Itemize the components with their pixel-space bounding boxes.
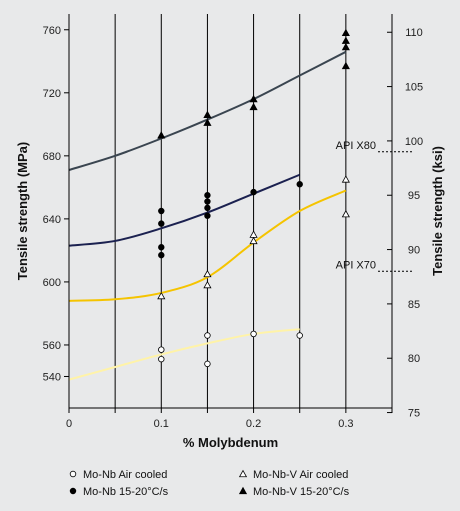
data-point <box>249 94 258 103</box>
data-point <box>204 192 211 199</box>
legend-label: Mo-Nb-V Air cooled <box>253 469 348 481</box>
data-point <box>250 330 257 338</box>
data-point <box>203 269 212 278</box>
data-points <box>157 28 350 368</box>
data-point <box>249 102 258 111</box>
y2-axis-title: Tensile strength (ksi) <box>430 146 445 276</box>
data-point <box>249 236 258 245</box>
data-point <box>341 36 350 44</box>
y-tick-label: 680 <box>43 151 61 163</box>
y2-tick-label: 80 <box>408 353 420 365</box>
y-tick-label: 600 <box>43 277 61 289</box>
data-point <box>158 251 165 259</box>
legend-marker <box>238 469 248 478</box>
data-point <box>157 291 166 300</box>
data-point <box>203 118 212 126</box>
legend-marker <box>69 470 77 478</box>
y-tick-label: 760 <box>43 25 61 37</box>
x-tick-label: 0.2 <box>246 418 261 430</box>
data-point <box>158 244 165 251</box>
x-tick-label: 0.1 <box>154 418 169 430</box>
y2-tick-label: 85 <box>408 299 420 311</box>
data-point <box>296 181 303 188</box>
legend-label: Mo-Nb 15-20°C/s <box>83 486 169 498</box>
legend-marker <box>238 486 248 495</box>
data-point <box>341 61 350 70</box>
data-point <box>249 230 258 238</box>
legend-label: Mo-Nb Air cooled <box>83 469 167 481</box>
y-tick-label: 540 <box>43 371 61 383</box>
data-point <box>250 188 257 196</box>
y-tick-label: 720 <box>43 88 61 100</box>
data-point <box>341 209 350 218</box>
y2-tick-label: 75 <box>408 408 420 420</box>
legend-label: Mo-Nb-V 15-20°C/s <box>253 486 350 498</box>
y2-tick-label: 110 <box>405 27 423 39</box>
data-point <box>204 360 211 368</box>
legend-marker <box>69 487 77 495</box>
data-point <box>296 332 303 339</box>
data-point <box>204 204 211 212</box>
data-point <box>204 332 211 339</box>
x-tick-label: 0 <box>66 418 72 430</box>
data-point <box>203 280 212 289</box>
y2-tick-label: 90 <box>408 245 420 257</box>
data-point <box>158 220 165 227</box>
annotations: API X80 API X70 <box>336 140 412 272</box>
y-tick-label: 640 <box>43 214 61 226</box>
data-point <box>204 198 211 205</box>
data-point <box>158 346 165 353</box>
y2-tick-label: 100 <box>405 136 423 148</box>
y-axis-title: Tensile strength (MPa) <box>15 142 30 280</box>
api-label: API X80 <box>336 140 376 152</box>
y2-tick-label: 105 <box>405 82 423 94</box>
data-point <box>341 175 350 183</box>
y-tick-label: 560 <box>43 340 61 352</box>
data-point <box>341 28 350 37</box>
trend-line <box>68 173 301 247</box>
x-tick-label: 0.3 <box>338 418 353 430</box>
data-point <box>203 110 212 118</box>
data-point <box>341 42 350 51</box>
data-point <box>158 355 165 363</box>
y2-tick-label: 95 <box>408 190 420 202</box>
legend: Mo-Nb Air cooled Mo-Nb-V Air cooled Mo-Nb … <box>69 469 350 498</box>
trend-line <box>68 328 300 381</box>
x-axis-title: % Molybdenum <box>183 435 278 450</box>
data-point <box>158 207 165 215</box>
trend-line <box>68 189 347 302</box>
api-label: API X70 <box>336 259 376 271</box>
data-point <box>204 212 211 219</box>
axes: 0 0.1 0.2 0.3 540 560 600 640 680 720 760 75 80 85 90 9… <box>15 14 445 450</box>
data-point <box>157 131 166 139</box>
grid-lines <box>114 14 347 408</box>
